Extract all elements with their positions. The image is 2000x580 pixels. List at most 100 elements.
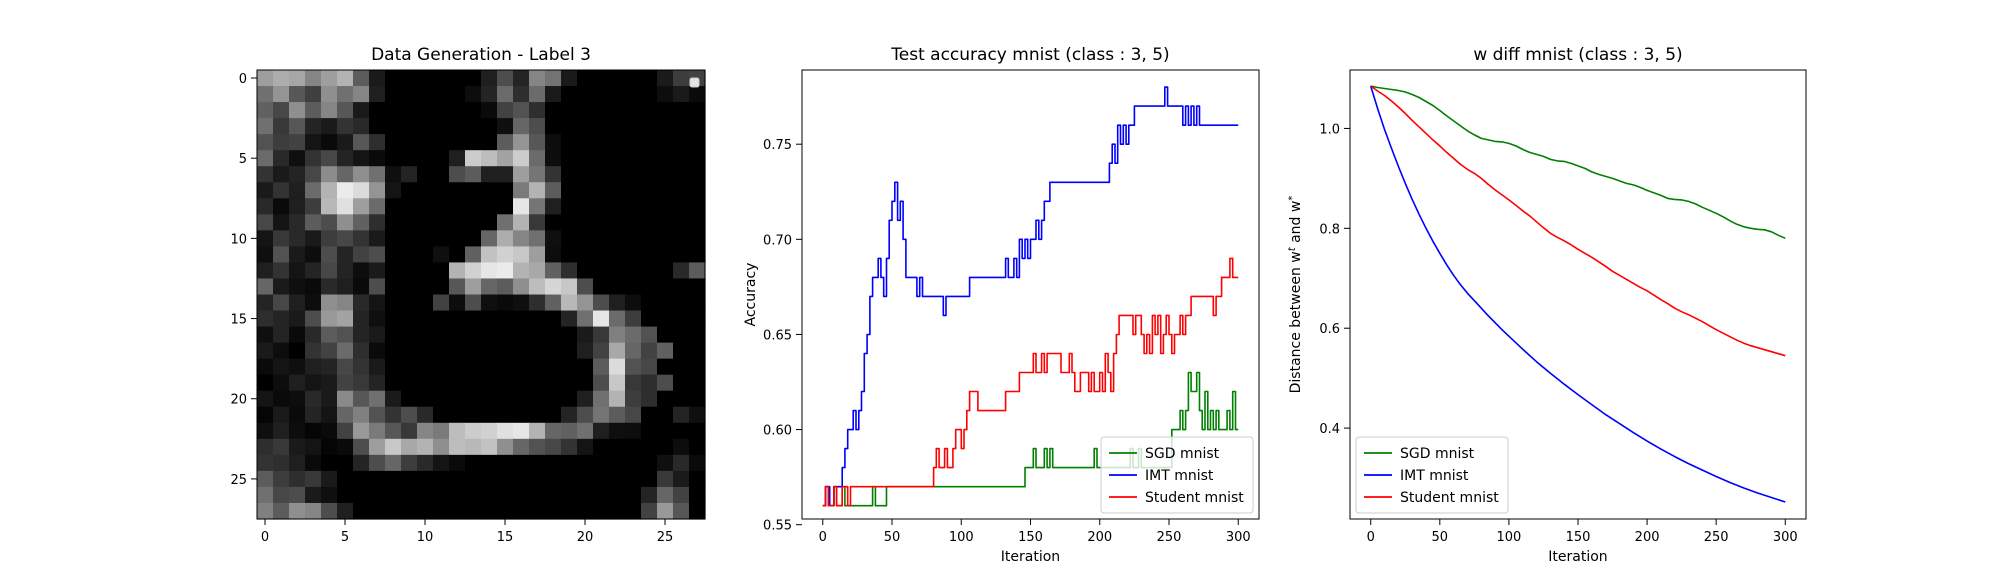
heatmap-cell	[449, 294, 466, 312]
heatmap-cell	[673, 486, 690, 504]
heatmap-cell	[353, 390, 370, 408]
heatmap-cell	[337, 342, 354, 360]
heatmap-cell	[609, 294, 626, 312]
plot-area	[1369, 85, 1786, 503]
heatmap-cell	[577, 262, 594, 280]
heatmap-cell	[369, 246, 386, 264]
heatmap-cell	[593, 102, 610, 119]
heatmap-cell	[625, 86, 642, 103]
heatmap-cell	[689, 422, 706, 440]
heatmap-cell	[673, 214, 690, 231]
heatmap-cell	[657, 166, 674, 183]
heatmap-cell	[257, 230, 274, 247]
heatmap-cell	[609, 310, 626, 328]
heatmap-cell	[289, 486, 306, 504]
heatmap-cell	[497, 214, 514, 231]
heatmap-cell	[337, 214, 354, 231]
heatmap-cell	[417, 262, 434, 280]
heatmap-cell	[689, 454, 706, 472]
heatmap-cell	[353, 438, 370, 456]
heatmap-cell	[401, 118, 418, 135]
heatmap-cell	[577, 198, 594, 215]
heatmap-cell	[337, 390, 354, 408]
series-line-3	[1370, 85, 1786, 357]
heatmap-cell	[321, 102, 338, 119]
heatmap-cell	[657, 134, 674, 151]
heatmap-cell	[305, 390, 322, 408]
heatmap-cell	[577, 486, 594, 504]
heatmap-cell	[385, 70, 402, 87]
chart-title: Data Generation - Label 3	[371, 45, 591, 65]
heatmap-cell	[337, 358, 354, 376]
heatmap-cell	[657, 278, 674, 296]
heatmap-cell	[465, 502, 482, 520]
heatmap-cell	[257, 406, 274, 424]
heatmap-cell	[673, 262, 690, 280]
heatmap-cell	[657, 438, 674, 456]
heatmap-cell	[513, 230, 530, 247]
heatmap-cell	[577, 278, 594, 296]
heatmap-cell	[417, 358, 434, 376]
heatmap-cell	[353, 134, 370, 151]
heatmap-cell	[353, 310, 370, 328]
heatmap-cell	[321, 294, 338, 312]
heatmap-cell	[385, 358, 402, 376]
heatmap-cell	[305, 470, 322, 488]
heatmap-cell	[417, 422, 434, 440]
heatmap-cell	[513, 182, 530, 199]
axes-frame	[1349, 69, 1807, 520]
heatmap-cell	[353, 470, 370, 488]
heatmap-cell	[497, 438, 514, 456]
heatmap-cell	[353, 262, 370, 280]
x-tick-label: 250	[1704, 530, 1729, 545]
heatmap-cell	[305, 438, 322, 456]
heatmap-cell	[433, 342, 450, 360]
heatmap-cell	[353, 374, 370, 392]
heatmap-cell	[513, 166, 530, 183]
heatmap-cell	[353, 294, 370, 312]
heatmap-cell	[273, 454, 290, 472]
heatmap-cell	[513, 70, 530, 87]
heatmap-cell	[689, 134, 706, 151]
heatmap-cell	[401, 262, 418, 280]
heatmap-cell	[513, 246, 530, 264]
chart-title: w diff mnist (class : 3, 5)	[1473, 45, 1682, 65]
heatmap-cell	[417, 182, 434, 199]
heatmap-cell	[305, 102, 322, 119]
axes-frame	[256, 69, 706, 520]
heatmap-cell	[273, 70, 290, 87]
heatmap-cell	[657, 214, 674, 231]
heatmap-cell	[625, 182, 642, 199]
heatmap-cell	[625, 70, 642, 87]
heatmap-cell	[257, 262, 274, 280]
heatmap-cell	[657, 118, 674, 135]
heatmap-cell	[497, 182, 514, 199]
heatmap-cell	[625, 438, 642, 456]
heatmap-cell	[641, 166, 658, 183]
heatmap-cell	[401, 294, 418, 312]
heatmap-cell	[673, 454, 690, 472]
heatmap-cell	[561, 278, 578, 296]
heatmap-cell	[689, 374, 706, 392]
heatmap-cell	[321, 182, 338, 199]
heatmap-cell	[609, 198, 626, 215]
heatmap-cell	[321, 326, 338, 344]
heatmap-cell	[481, 294, 498, 312]
heatmap-cell	[577, 438, 594, 456]
heatmap-cell	[257, 70, 274, 87]
heatmap-cell	[593, 374, 610, 392]
heatmap-cell	[641, 406, 658, 424]
heatmap-cell	[289, 342, 306, 360]
heatmap-cell	[497, 134, 514, 151]
heatmap-cell	[449, 262, 466, 280]
heatmap-cell	[465, 230, 482, 247]
heatmap-cell	[449, 198, 466, 215]
heatmap-cell	[625, 214, 642, 231]
heatmap-cell	[289, 86, 306, 103]
heatmap-cell	[529, 310, 546, 328]
heatmap-cell	[369, 486, 386, 504]
heatmap-cell	[593, 486, 610, 504]
heatmap-cell	[481, 166, 498, 183]
heatmap-cell	[529, 150, 546, 167]
heatmap-cell	[577, 422, 594, 440]
